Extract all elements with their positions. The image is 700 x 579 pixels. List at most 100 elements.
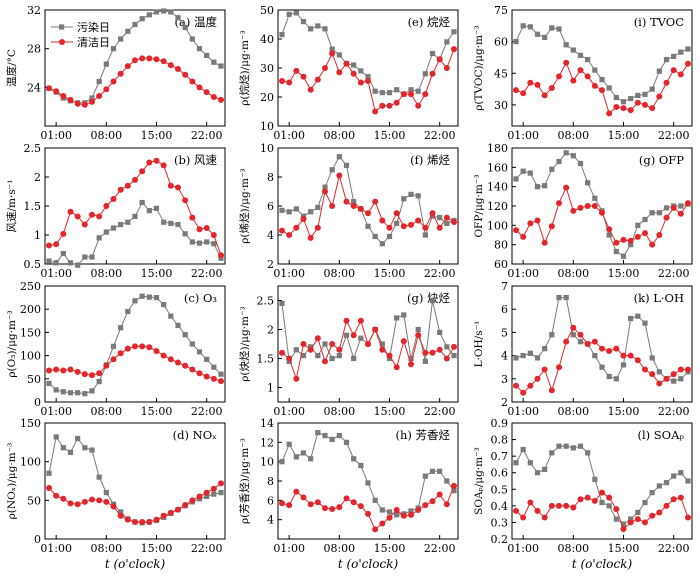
clean-data-point	[520, 514, 527, 521]
clean-data-point	[96, 497, 103, 504]
clean-data-point	[513, 87, 519, 94]
polluted-data-point	[534, 184, 541, 190]
x-tick-label: 08:00	[90, 267, 122, 280]
polluted-data-point	[649, 355, 655, 361]
clean-data-point	[613, 506, 620, 513]
polluted-data-point	[437, 468, 443, 474]
clean-data-point	[218, 252, 224, 259]
y-axis-label: ρ(芳香烃)/μg·m⁻³	[238, 438, 251, 524]
polluted-data-point	[451, 353, 457, 359]
polluted-data-point	[520, 353, 526, 359]
clean-data-point	[117, 512, 124, 519]
clean-data-point	[563, 502, 570, 509]
clean-data-point	[415, 102, 422, 109]
polluted-data-point	[649, 86, 655, 92]
clean-data-point	[599, 345, 605, 352]
clean-data-point	[656, 509, 663, 516]
y-axis-label: ρ(TVOC)/μg·m⁻³	[473, 25, 485, 111]
x-tick-label: 01:00	[507, 405, 539, 418]
polluted-data-point	[46, 470, 52, 476]
clean-data-point	[67, 96, 74, 103]
y-tick-label: 0.5	[24, 258, 42, 271]
polluted-data-point	[372, 88, 378, 94]
polluted-data-point	[379, 507, 385, 513]
clean-data-point	[408, 511, 414, 518]
clean-data-point	[685, 514, 691, 521]
clean-data-point	[634, 233, 641, 240]
clean-data-point	[89, 372, 95, 379]
y-tick-label: 12	[260, 436, 274, 449]
polluted-data-point	[671, 473, 677, 479]
clean-data-point	[520, 90, 527, 97]
clean-data-point	[670, 204, 677, 211]
clean-data-point	[677, 366, 684, 373]
polluted-data-point	[365, 74, 371, 80]
clean-data-point	[685, 366, 691, 373]
clean-data-point	[182, 501, 189, 508]
polluted-data-point	[53, 387, 59, 393]
clean-data-point	[124, 345, 131, 352]
polluted-data-point	[336, 432, 342, 439]
clean-data-point	[429, 349, 436, 356]
clean-data-point	[60, 93, 67, 100]
polluted-data-point	[671, 53, 677, 59]
polluted-data-point	[279, 300, 285, 306]
clean-data-point	[279, 500, 285, 507]
polluted-data-point	[613, 94, 619, 101]
chart-panel: 2 3 4 5 6 7 01:00 08:00 15:00 22:00 (k) L·OH L·OH/s…	[473, 280, 693, 418]
polluted-data-point	[211, 364, 217, 370]
x-tick-label: 08:00	[90, 129, 122, 142]
clean-data-point	[548, 502, 555, 509]
polluted-data-point	[211, 59, 217, 65]
clean-data-point	[189, 366, 196, 373]
clean-data-point	[357, 79, 364, 86]
polluted-data-point	[67, 390, 74, 396]
polluted-data-point	[315, 430, 321, 436]
y-axis-label: ρ(烯烃)/μg·m⁻³	[238, 168, 251, 244]
polluted-data-point	[563, 443, 569, 449]
clean-data-point	[393, 210, 400, 217]
polluted-data-point	[125, 28, 131, 34]
polluted-data-point	[182, 231, 188, 237]
y-axis-label: L·OH/s⁻¹	[473, 321, 485, 368]
x-tick-label: 15:00	[608, 129, 640, 142]
clean-data-point	[89, 211, 95, 218]
clean-data-point	[606, 110, 613, 117]
polluted-data-point	[67, 449, 74, 455]
clean-data-point	[203, 89, 210, 96]
polluted-data-point	[96, 474, 102, 480]
clean-data-point	[160, 58, 167, 65]
clean-data-point	[513, 382, 519, 389]
clean-data-point	[606, 347, 613, 354]
clean-data-point	[393, 99, 400, 106]
clean-data-point	[415, 217, 422, 224]
clean-data-point	[520, 233, 527, 240]
polluted-data-point	[599, 499, 605, 506]
polluted-data-point	[189, 341, 195, 347]
clean-data-point	[408, 91, 414, 98]
clean-data-point	[153, 157, 160, 164]
polluted-data-point	[351, 199, 357, 205]
clean-data-point	[139, 55, 146, 62]
polluted-data-point	[132, 213, 138, 220]
polluted-data-point	[678, 203, 684, 209]
clean-data-point	[429, 70, 436, 77]
clean-data-point	[53, 241, 60, 248]
polluted-data-point	[351, 355, 357, 362]
clean-data-point	[286, 79, 293, 86]
y-axis-label: 风速/m·s⁻¹	[6, 180, 18, 233]
polluted-data-point	[422, 358, 428, 364]
y-tick-label: 100	[20, 350, 41, 363]
clean-data-point	[167, 356, 174, 363]
clean-data-point	[60, 495, 67, 502]
y-tick-label: 1	[267, 382, 274, 395]
polluted-data-point	[635, 92, 641, 99]
polluted-data-point	[293, 454, 299, 460]
clean-data-point	[322, 358, 328, 365]
polluted-data-point	[642, 91, 648, 97]
clean-data-point	[329, 506, 336, 513]
polluted-data-point	[444, 478, 450, 484]
clean-data-point	[175, 65, 181, 72]
x-tick-label: 08:00	[323, 267, 355, 280]
y-axis-label: ρ(炔烃)/μg·m⁻³	[238, 306, 251, 382]
